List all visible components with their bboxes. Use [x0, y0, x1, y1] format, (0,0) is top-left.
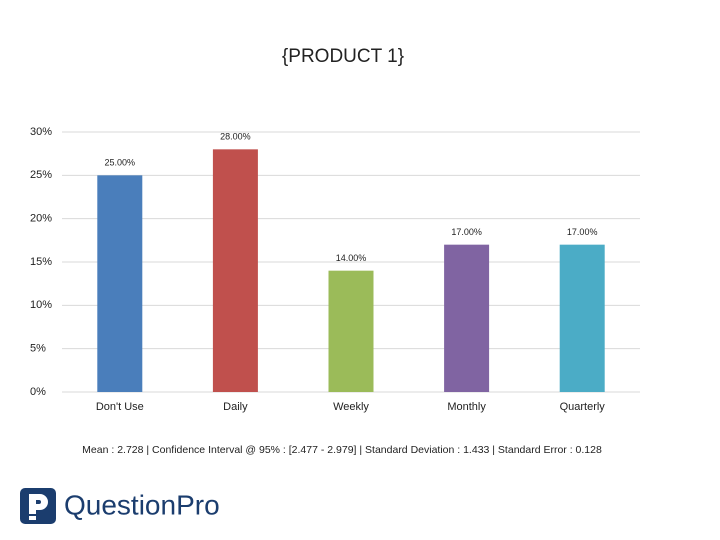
bar [328, 270, 374, 392]
bar [212, 149, 258, 392]
logo: QuestionPro [20, 488, 220, 524]
x-tick-label: Weekly [333, 401, 369, 413]
x-tick-label: Daily [223, 401, 248, 413]
bar [559, 244, 605, 392]
x-tick-label: Monthly [447, 401, 486, 413]
y-tick-label: 0% [30, 386, 46, 398]
value-label: 25.00% [105, 158, 136, 168]
value-label: 17.00% [451, 227, 482, 237]
statistics-footnote: Mean : 2.728 | Confidence Interval @ 95%… [82, 444, 602, 456]
x-tick-label: Don't Use [96, 401, 144, 413]
y-tick-label: 20% [30, 213, 52, 225]
value-label: 28.00% [220, 132, 251, 142]
x-tick-label: Quarterly [560, 401, 606, 413]
y-tick-label: 25% [30, 169, 52, 181]
chart-title: {PRODUCT 1} [282, 46, 404, 67]
bar [97, 175, 143, 392]
value-label: 14.00% [336, 253, 367, 263]
y-tick-label: 30% [30, 126, 52, 138]
y-tick-label: 10% [30, 299, 52, 311]
value-label: 17.00% [567, 227, 598, 237]
y-tick-label: 15% [30, 256, 52, 268]
logo-dot [29, 516, 36, 520]
y-tick-label: 5% [30, 343, 46, 355]
logo-glyph [29, 494, 48, 514]
bar [444, 244, 490, 392]
logo-text: QuestionPro [64, 489, 220, 520]
